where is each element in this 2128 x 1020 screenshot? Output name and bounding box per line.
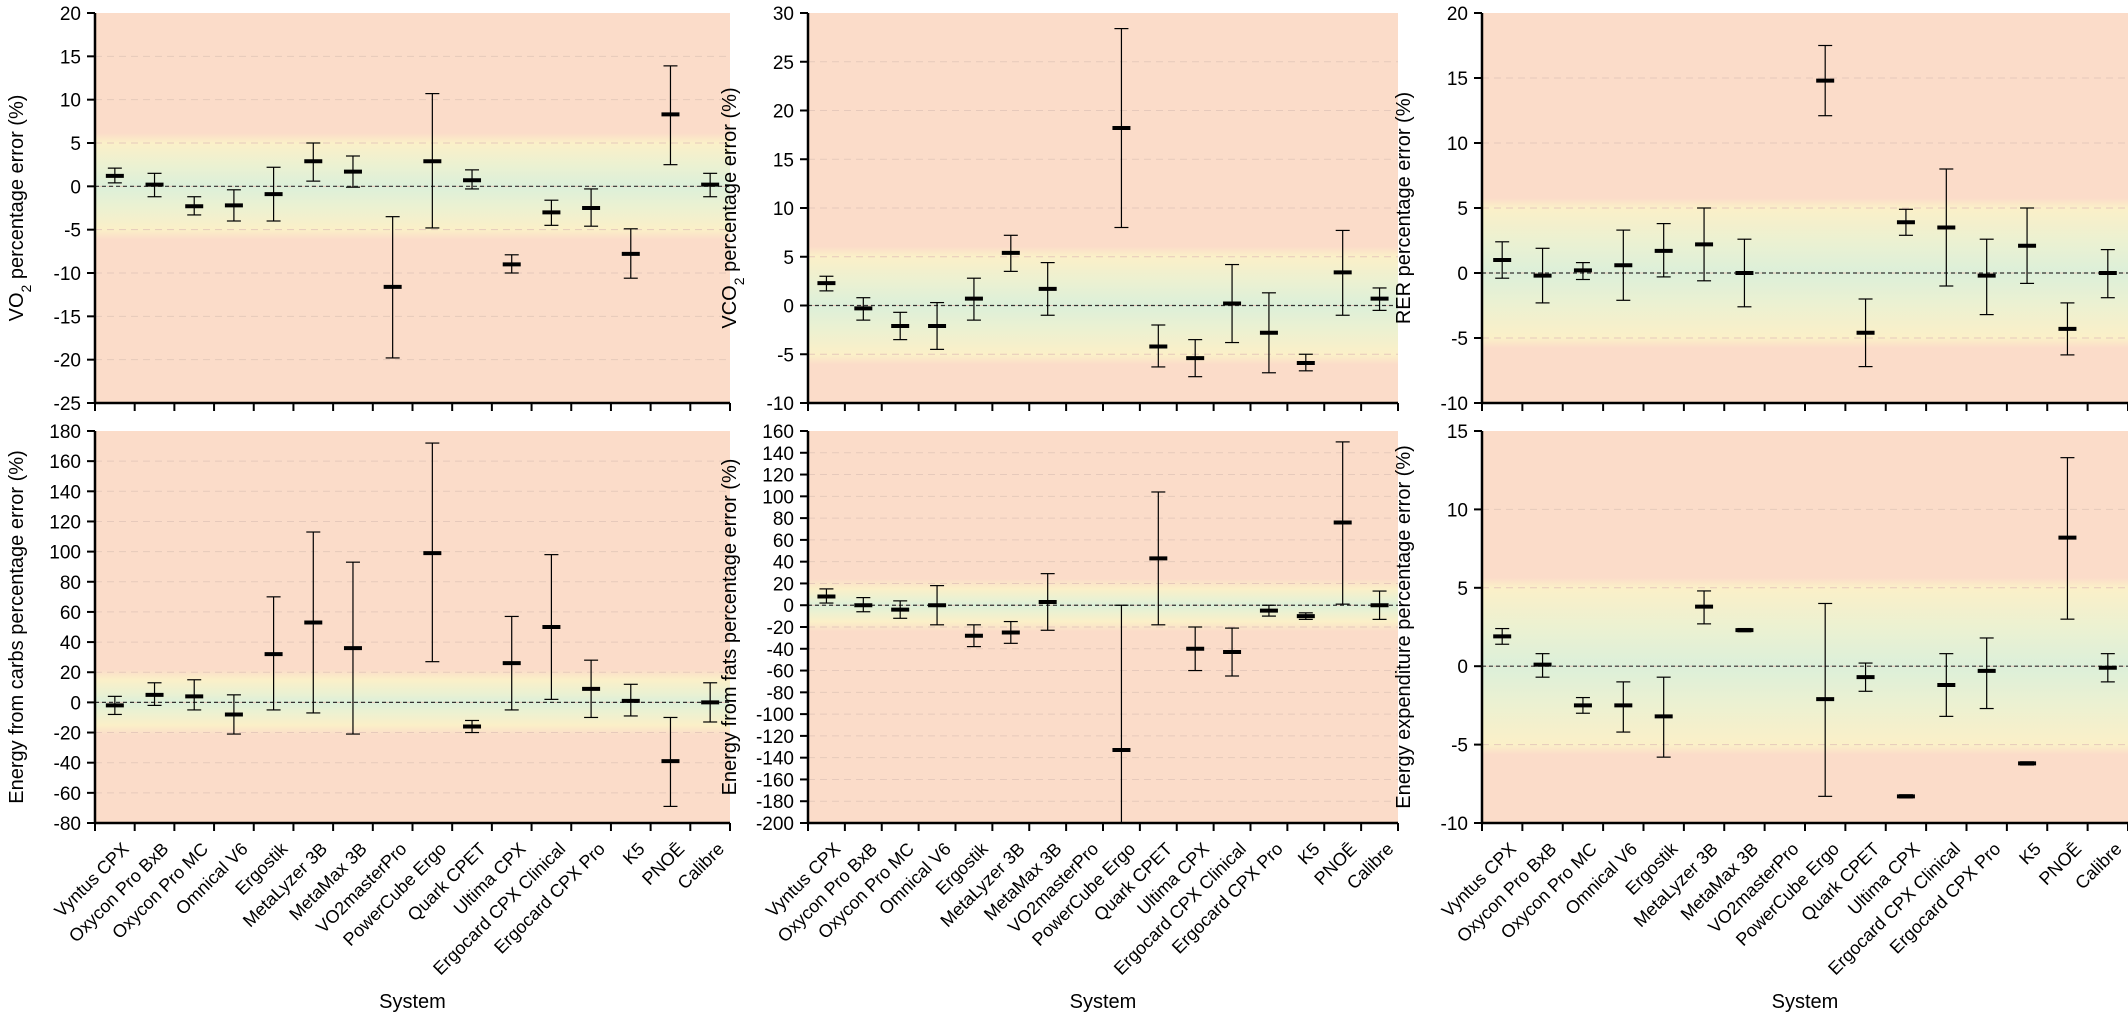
y-tick-label: 20 bbox=[60, 4, 81, 25]
plot-background bbox=[1482, 431, 2128, 823]
y-tick-label: -140 bbox=[756, 749, 794, 770]
y-tick-label: -10 bbox=[54, 264, 81, 285]
panel-1: -25 -20 -15 -10 -5 0 5 10 15 20 VO2 percentage err… bbox=[6, 4, 731, 415]
y-axis-label: Energy expenditure percentage error (%) bbox=[1393, 445, 1415, 809]
panel-2: -10 -5 0 5 10 15 20 25 30 VCO2 percentage error (… bbox=[719, 4, 1399, 415]
y-tick-label: 60 bbox=[773, 531, 794, 552]
y-tick-label: 80 bbox=[773, 509, 794, 530]
y-tick-label: 5 bbox=[70, 134, 81, 155]
y-tick-label: 120 bbox=[49, 512, 81, 533]
x-category-label: K5 bbox=[1294, 839, 1324, 869]
y-tick-label: 5 bbox=[1457, 199, 1468, 220]
x-category-label: Calibre bbox=[2071, 839, 2125, 893]
y-tick-label: -40 bbox=[767, 640, 794, 661]
y-tick-label: 15 bbox=[1447, 69, 1468, 90]
y-tick-label: 0 bbox=[70, 177, 81, 198]
y-tick-label: 5 bbox=[783, 248, 794, 269]
y-tick-label: -160 bbox=[756, 770, 794, 791]
y-tick-label: 160 bbox=[762, 422, 794, 443]
y-tick-label: 160 bbox=[49, 452, 81, 473]
y-tick-label: -180 bbox=[756, 792, 794, 813]
y-tick-label: -10 bbox=[1441, 394, 1468, 415]
x-axis-label: System bbox=[1772, 991, 1839, 1013]
panel-4: -80 -60 -40 -20 0 20 40 60 80 100 120 140 160 180 Ener… bbox=[6, 422, 731, 1013]
y-tick-label: 10 bbox=[60, 91, 81, 112]
y-tick-label: 140 bbox=[762, 444, 794, 465]
y-tick-label: -60 bbox=[54, 784, 81, 805]
x-axis-label: System bbox=[1070, 991, 1137, 1013]
y-tick-label: 40 bbox=[773, 553, 794, 574]
y-tick-label: 10 bbox=[773, 199, 794, 220]
x-category-label: K5 bbox=[619, 839, 649, 869]
y-tick-label: 0 bbox=[783, 297, 794, 318]
y-tick-label: -5 bbox=[64, 221, 81, 242]
y-tick-label: -20 bbox=[54, 724, 81, 745]
y-tick-label: -5 bbox=[1451, 329, 1468, 350]
y-tick-label: -10 bbox=[1441, 814, 1468, 835]
y-tick-label: -20 bbox=[54, 351, 81, 372]
y-tick-label: 0 bbox=[783, 596, 794, 617]
y-tick-label: 10 bbox=[1447, 500, 1468, 521]
plot-background bbox=[95, 431, 730, 823]
y-tick-label: -25 bbox=[54, 394, 81, 415]
panel-3: -10 -5 0 5 10 15 20 RER percentage error (%) bbox=[1393, 4, 2128, 415]
y-tick-label: -100 bbox=[756, 705, 794, 726]
y-tick-label: -200 bbox=[756, 814, 794, 835]
y-tick-label: 60 bbox=[60, 603, 81, 624]
y-tick-label: -80 bbox=[767, 683, 794, 704]
y-tick-label: -15 bbox=[54, 307, 81, 328]
y-axis-label: VO2 percentage error (%) bbox=[6, 95, 34, 322]
y-tick-label: 0 bbox=[70, 693, 81, 714]
y-tick-label: 80 bbox=[60, 573, 81, 594]
y-axis-label: RER percentage error (%) bbox=[1393, 92, 1415, 324]
y-tick-label: 100 bbox=[762, 487, 794, 508]
y-tick-label: 20 bbox=[773, 574, 794, 595]
y-tick-label: 20 bbox=[773, 102, 794, 123]
y-tick-label: 40 bbox=[60, 633, 81, 654]
y-tick-label: -80 bbox=[54, 814, 81, 835]
y-tick-label: -5 bbox=[777, 345, 794, 366]
x-axis-label: System bbox=[379, 991, 446, 1013]
y-tick-label: 0 bbox=[1457, 657, 1468, 678]
y-axis-label: Energy from carbs percentage error (%) bbox=[6, 450, 28, 803]
y-tick-label: -10 bbox=[767, 394, 794, 415]
y-tick-label: 180 bbox=[49, 422, 81, 443]
y-tick-label: -40 bbox=[54, 754, 81, 775]
y-tick-label: 30 bbox=[773, 4, 794, 25]
y-tick-label: -5 bbox=[1451, 736, 1468, 757]
y-tick-label: 0 bbox=[1457, 264, 1468, 285]
x-category-label: K5 bbox=[2015, 839, 2045, 869]
y-tick-label: 120 bbox=[762, 466, 794, 487]
y-tick-label: -120 bbox=[756, 727, 794, 748]
y-axis-label: Energy from fats percentage error (%) bbox=[719, 459, 741, 796]
y-tick-label: 10 bbox=[1447, 134, 1468, 155]
y-tick-label: 15 bbox=[1447, 422, 1468, 443]
y-tick-label: 140 bbox=[49, 482, 81, 503]
y-tick-label: -60 bbox=[767, 662, 794, 683]
y-tick-label: 100 bbox=[49, 543, 81, 564]
y-axis-label: VCO2 percentage error (%) bbox=[719, 87, 747, 328]
panel-5: -200-180-160-140-120-100-80-60-40-200204… bbox=[719, 422, 1399, 1013]
y-tick-label: 20 bbox=[60, 663, 81, 684]
y-tick-label: 20 bbox=[1447, 4, 1468, 25]
panel-6: -10 -5 0 5 10 15 Energy expenditure percentage… bbox=[1393, 422, 2128, 1013]
y-tick-label: -20 bbox=[767, 618, 794, 639]
y-tick-label: 5 bbox=[1457, 579, 1468, 600]
y-tick-label: 15 bbox=[773, 150, 794, 171]
y-tick-label: 25 bbox=[773, 53, 794, 74]
y-tick-label: 15 bbox=[60, 47, 81, 68]
